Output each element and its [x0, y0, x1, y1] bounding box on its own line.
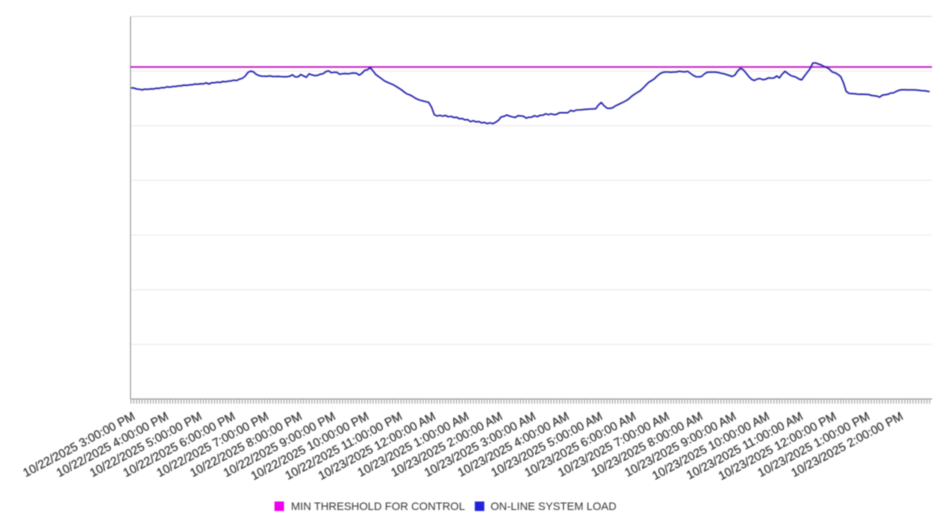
svg-text:ON-LINE SYSTEM LOAD: ON-LINE SYSTEM LOAD — [491, 501, 617, 513]
svg-text:MIN THRESHOLD FOR CONTROL: MIN THRESHOLD FOR CONTROL — [291, 501, 465, 513]
